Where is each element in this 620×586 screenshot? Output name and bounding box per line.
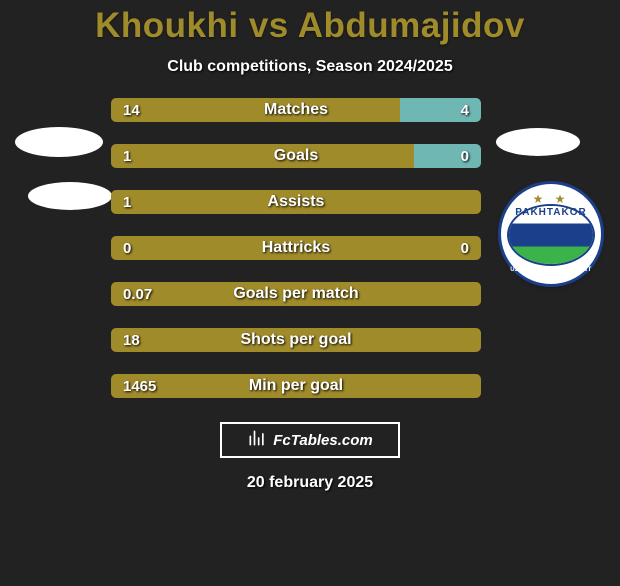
page-title: Khoukhi vs Abdumajidov — [0, 6, 620, 46]
stat-value-left: 0.07 — [123, 282, 152, 306]
bar-track — [111, 328, 481, 352]
comparison-chart: Matches144Goals10Assists1Hattricks00Goal… — [0, 98, 620, 398]
stat-value-left: 18 — [123, 328, 140, 352]
bar-track — [111, 282, 481, 306]
stat-value-left: 1 — [123, 144, 131, 168]
stat-row: Goals10 — [111, 144, 481, 168]
bar-left — [111, 190, 481, 214]
bar-track — [111, 374, 481, 398]
bar-left — [111, 282, 481, 306]
bar-chart-icon — [247, 428, 267, 452]
bar-track — [111, 98, 481, 122]
stat-value-right: 0 — [461, 144, 469, 168]
stat-row: Min per goal1465 — [111, 374, 481, 398]
bar-left — [111, 374, 481, 398]
bar-track — [111, 236, 481, 260]
stat-value-left: 1465 — [123, 374, 156, 398]
bar-left — [111, 144, 414, 168]
stat-value-left: 0 — [123, 236, 131, 260]
brand-badge[interactable]: FcTables.com — [220, 422, 400, 458]
bar-track — [111, 144, 481, 168]
stat-row: Shots per goal18 — [111, 328, 481, 352]
stat-row: Assists1 — [111, 190, 481, 214]
stat-row: Hattricks00 — [111, 236, 481, 260]
bar-left — [111, 328, 481, 352]
bar-right — [414, 144, 481, 168]
bar-left — [111, 236, 296, 260]
bar-track — [111, 190, 481, 214]
brand-label: FcTables.com — [273, 432, 372, 449]
stat-value-left: 14 — [123, 98, 140, 122]
bar-left — [111, 98, 400, 122]
subtitle: Club competitions, Season 2024/2025 — [0, 58, 620, 76]
stat-row: Matches144 — [111, 98, 481, 122]
stat-value-right: 0 — [461, 236, 469, 260]
stat-value-left: 1 — [123, 190, 131, 214]
stat-value-right: 4 — [461, 98, 469, 122]
date: 20 february 2025 — [0, 474, 620, 492]
bar-right — [296, 236, 481, 260]
stat-row: Goals per match0.07 — [111, 282, 481, 306]
